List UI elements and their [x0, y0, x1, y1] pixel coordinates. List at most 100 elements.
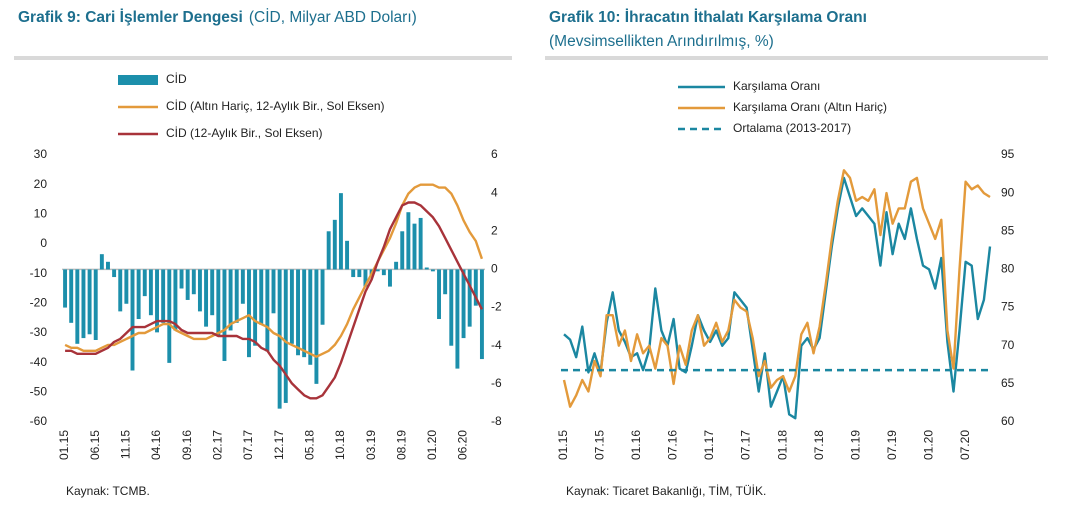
chart-title: Grafik 9: Cari İşlemler Dengesi (CİD, Mil…	[18, 8, 417, 26]
y-tick-label: 85	[1001, 223, 1015, 237]
x-tick-label: 01.15	[57, 430, 71, 460]
bar	[240, 269, 245, 304]
line	[65, 201, 483, 400]
bar	[87, 269, 92, 335]
y-tick-label: 20	[34, 177, 48, 191]
title: Grafik 10: İhracatın İthalatı Karşılama …	[549, 9, 867, 26]
bar	[124, 269, 129, 304]
bar	[338, 193, 343, 270]
bar	[357, 269, 362, 278]
legend-label: CİD	[166, 72, 187, 86]
y2-tick-label: -4	[491, 338, 502, 352]
legend-label: Ortalama (2013-2017)	[733, 121, 851, 135]
bar	[161, 269, 166, 323]
bar	[148, 269, 153, 316]
x-tick-label: 07.17	[739, 430, 753, 460]
bar	[234, 269, 239, 323]
bar	[351, 269, 356, 278]
y2-tick-label: -2	[491, 300, 502, 314]
legend-label: Karşılama Oranı (Altın Hariç)	[733, 100, 887, 114]
x-tick-label: 06.20	[456, 430, 470, 460]
bar	[179, 269, 184, 289]
x-tick-label: 01.20	[921, 430, 935, 460]
x-tick-label: 01.16	[629, 430, 643, 460]
bar	[289, 269, 294, 344]
bar	[81, 269, 86, 339]
bar	[185, 269, 190, 300]
y-tick-label: -60	[30, 414, 48, 428]
x-tick-label: 01.19	[848, 430, 862, 460]
x-tick-label: 09.16	[180, 430, 194, 460]
subtitle: (CİD, Milyar ABD Doları)	[249, 8, 417, 26]
bar	[63, 269, 68, 308]
bar	[296, 269, 300, 356]
y-tick-label: 60	[1001, 414, 1015, 428]
bar	[173, 269, 178, 331]
title: Grafik 9: Cari İşlemler Dengesi	[18, 9, 243, 26]
x-tick-label: 07.15	[593, 430, 607, 460]
x-tick-label: 07.20	[958, 430, 972, 460]
x-tick-label: 01.20	[425, 430, 439, 460]
legend-label: CİD (Altın Hariç, 12-Aylık Bir., Sol Eks…	[166, 99, 385, 113]
bar	[455, 269, 460, 369]
line	[64, 183, 484, 358]
y-tick-label: 10	[34, 207, 48, 221]
y2-tick-label: 0	[491, 262, 498, 276]
legend-swatch	[118, 75, 158, 85]
legend-label: Karşılama Oranı	[733, 79, 820, 93]
bar	[375, 269, 380, 272]
bar	[314, 269, 319, 384]
y-tick-label: 65	[1001, 376, 1015, 390]
bar	[326, 231, 331, 270]
bar	[259, 269, 264, 325]
bar	[136, 269, 141, 320]
line	[563, 176, 992, 420]
y-tick-label: 80	[1001, 262, 1015, 276]
bar	[99, 254, 104, 270]
x-tick-label: 07.19	[885, 430, 899, 460]
separator	[14, 56, 512, 60]
bar	[265, 269, 270, 352]
line	[562, 169, 991, 408]
bar	[320, 269, 325, 325]
bar	[118, 269, 123, 312]
chart-title: Grafik 10: İhracatın İthalatı Karşılama …	[549, 9, 867, 26]
x-tick-label: 01.17	[702, 430, 716, 460]
bar	[406, 212, 411, 270]
x-tick-label: 01.18	[775, 430, 789, 460]
bar	[283, 269, 288, 403]
bar	[142, 269, 147, 297]
bar	[479, 269, 484, 360]
x-tick-label: 10.18	[333, 430, 347, 460]
bar	[93, 269, 98, 340]
bar	[69, 269, 74, 323]
y-tick-label: 75	[1001, 300, 1015, 314]
y-tick-label: 70	[1001, 338, 1015, 352]
y2-tick-label: 2	[491, 223, 498, 237]
bar	[216, 269, 221, 337]
x-tick-label: 01.15	[556, 430, 570, 460]
y-tick-label: -40	[30, 355, 48, 369]
y2-tick-label: 4	[491, 185, 498, 199]
source: Kaynak: TCMB.	[66, 484, 150, 498]
x-tick-label: 06.15	[88, 430, 102, 460]
bar	[228, 269, 233, 331]
y-tick-label: 95	[1001, 147, 1015, 161]
x-tick-label: 08.19	[394, 430, 408, 460]
source: Kaynak: Ticaret Bakanlığı, TİM, TÜİK.	[566, 484, 766, 498]
bar	[167, 269, 172, 363]
bar	[302, 269, 307, 358]
bar	[112, 269, 117, 278]
y-tick-label: -30	[30, 325, 48, 339]
bar	[363, 269, 368, 287]
bar	[191, 269, 196, 295]
bar	[277, 269, 282, 409]
x-tick-label: 04.16	[149, 430, 163, 460]
y2-tick-label: -8	[491, 414, 502, 428]
bar	[437, 269, 441, 320]
bar	[400, 231, 405, 270]
y2-tick-label: 6	[491, 147, 498, 161]
bar	[210, 269, 215, 316]
x-tick-label: 07.18	[812, 430, 826, 460]
